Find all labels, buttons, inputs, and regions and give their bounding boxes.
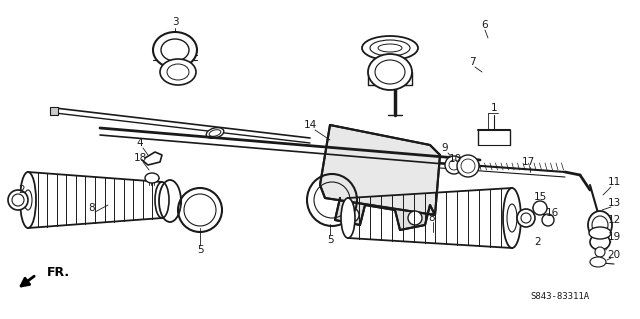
Ellipse shape: [145, 173, 159, 183]
Circle shape: [595, 247, 605, 257]
Text: 2: 2: [19, 185, 26, 195]
Text: 4: 4: [137, 138, 143, 148]
Text: 19: 19: [607, 232, 621, 242]
Text: 9: 9: [442, 143, 448, 153]
Ellipse shape: [590, 257, 606, 267]
Ellipse shape: [589, 227, 611, 239]
Text: 16: 16: [545, 208, 559, 218]
Ellipse shape: [362, 36, 418, 60]
Text: 3: 3: [172, 17, 179, 27]
Text: 12: 12: [607, 215, 621, 225]
Text: 8: 8: [429, 213, 435, 223]
Ellipse shape: [20, 172, 36, 228]
Text: 5: 5: [326, 235, 333, 245]
Text: 14: 14: [303, 120, 317, 130]
Ellipse shape: [153, 32, 197, 68]
Text: 20: 20: [607, 250, 621, 260]
Ellipse shape: [206, 128, 224, 138]
Circle shape: [521, 213, 531, 223]
Text: FR.: FR.: [46, 266, 70, 279]
Text: 17: 17: [522, 157, 534, 167]
Ellipse shape: [457, 155, 479, 177]
Circle shape: [408, 211, 422, 225]
Text: 13: 13: [607, 198, 621, 208]
Ellipse shape: [160, 59, 196, 85]
Bar: [50, 107, 58, 115]
Text: 1: 1: [491, 103, 497, 113]
Text: 7: 7: [468, 57, 476, 67]
Text: 2: 2: [534, 237, 541, 247]
Ellipse shape: [161, 39, 189, 61]
Text: S843-83311A: S843-83311A: [531, 292, 589, 301]
Text: 10: 10: [449, 154, 461, 164]
Ellipse shape: [368, 54, 412, 90]
Text: 18: 18: [133, 153, 147, 163]
Circle shape: [345, 208, 359, 222]
Ellipse shape: [590, 234, 610, 250]
Ellipse shape: [588, 211, 612, 239]
Text: 15: 15: [533, 192, 547, 202]
Circle shape: [12, 194, 24, 206]
Polygon shape: [320, 125, 440, 215]
Circle shape: [8, 190, 28, 210]
Ellipse shape: [155, 182, 169, 218]
Ellipse shape: [503, 188, 521, 248]
Text: 11: 11: [607, 177, 621, 187]
Ellipse shape: [533, 201, 547, 215]
Ellipse shape: [445, 156, 463, 174]
Ellipse shape: [341, 198, 355, 238]
Polygon shape: [335, 198, 435, 230]
Text: 8: 8: [89, 203, 95, 213]
Text: 6: 6: [482, 20, 488, 30]
Text: 5: 5: [196, 245, 204, 255]
Ellipse shape: [542, 214, 554, 226]
Circle shape: [517, 209, 535, 227]
